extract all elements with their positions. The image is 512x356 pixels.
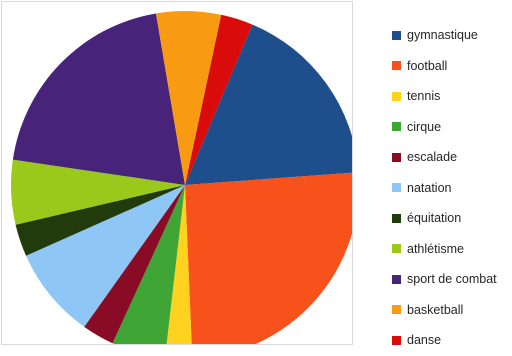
pie-slice-basketball — [155, 11, 222, 185]
legend-label: danse — [407, 333, 442, 348]
legend: gymnastique football tennis cirque escalade n… — [392, 20, 510, 356]
pie-slice-danse — [185, 14, 253, 185]
legend-label: gymnastique — [407, 28, 478, 43]
legend-label: équitation — [407, 211, 462, 226]
pie-slice-football — [185, 172, 352, 344]
legend-item: tennis — [392, 81, 510, 112]
legend-item: sport de combat — [392, 264, 510, 295]
legend-swatch — [392, 152, 401, 162]
pie-slice-natation — [26, 185, 185, 327]
pie-slice-sport-de-combat — [12, 13, 186, 185]
pie-slice-tennis — [166, 185, 192, 344]
plot-area — [1, 1, 353, 345]
legend-swatch — [392, 305, 401, 315]
legend-label: basketball — [407, 302, 464, 317]
legend-label: escalade — [407, 150, 458, 165]
legend-swatch — [392, 274, 401, 284]
legend-swatch — [392, 91, 401, 101]
legend-label: athlétisme — [407, 241, 464, 256]
legend-label: sport de combat — [407, 272, 497, 287]
pie-chart — [11, 11, 352, 344]
pie-slice-athletisme — [11, 159, 186, 225]
legend-swatch — [392, 244, 401, 254]
legend-item: cirque — [392, 112, 510, 143]
legend-item: football — [392, 51, 510, 82]
legend-item: athlétisme — [392, 234, 510, 265]
legend-swatch — [392, 30, 401, 40]
pie-slice-equitation — [15, 185, 185, 256]
legend-item: basketball — [392, 295, 510, 326]
legend-label: football — [407, 58, 448, 73]
legend-item: danse — [392, 325, 510, 356]
legend-swatch — [392, 122, 401, 132]
legend-label: natation — [407, 180, 452, 195]
pie-slice-cirque — [112, 185, 185, 344]
pie-slice-gymnastique — [185, 24, 352, 185]
legend-label: tennis — [407, 89, 441, 104]
legend-item: gymnastique — [392, 20, 510, 51]
legend-item: natation — [392, 173, 510, 204]
legend-swatch — [392, 335, 401, 345]
legend-item: équitation — [392, 203, 510, 234]
legend-item: escalade — [392, 142, 510, 173]
legend-swatch — [392, 61, 401, 71]
legend-label: cirque — [407, 119, 442, 134]
legend-swatch — [392, 183, 401, 193]
pie-slice-escalade — [84, 185, 185, 344]
legend-swatch — [392, 213, 401, 223]
